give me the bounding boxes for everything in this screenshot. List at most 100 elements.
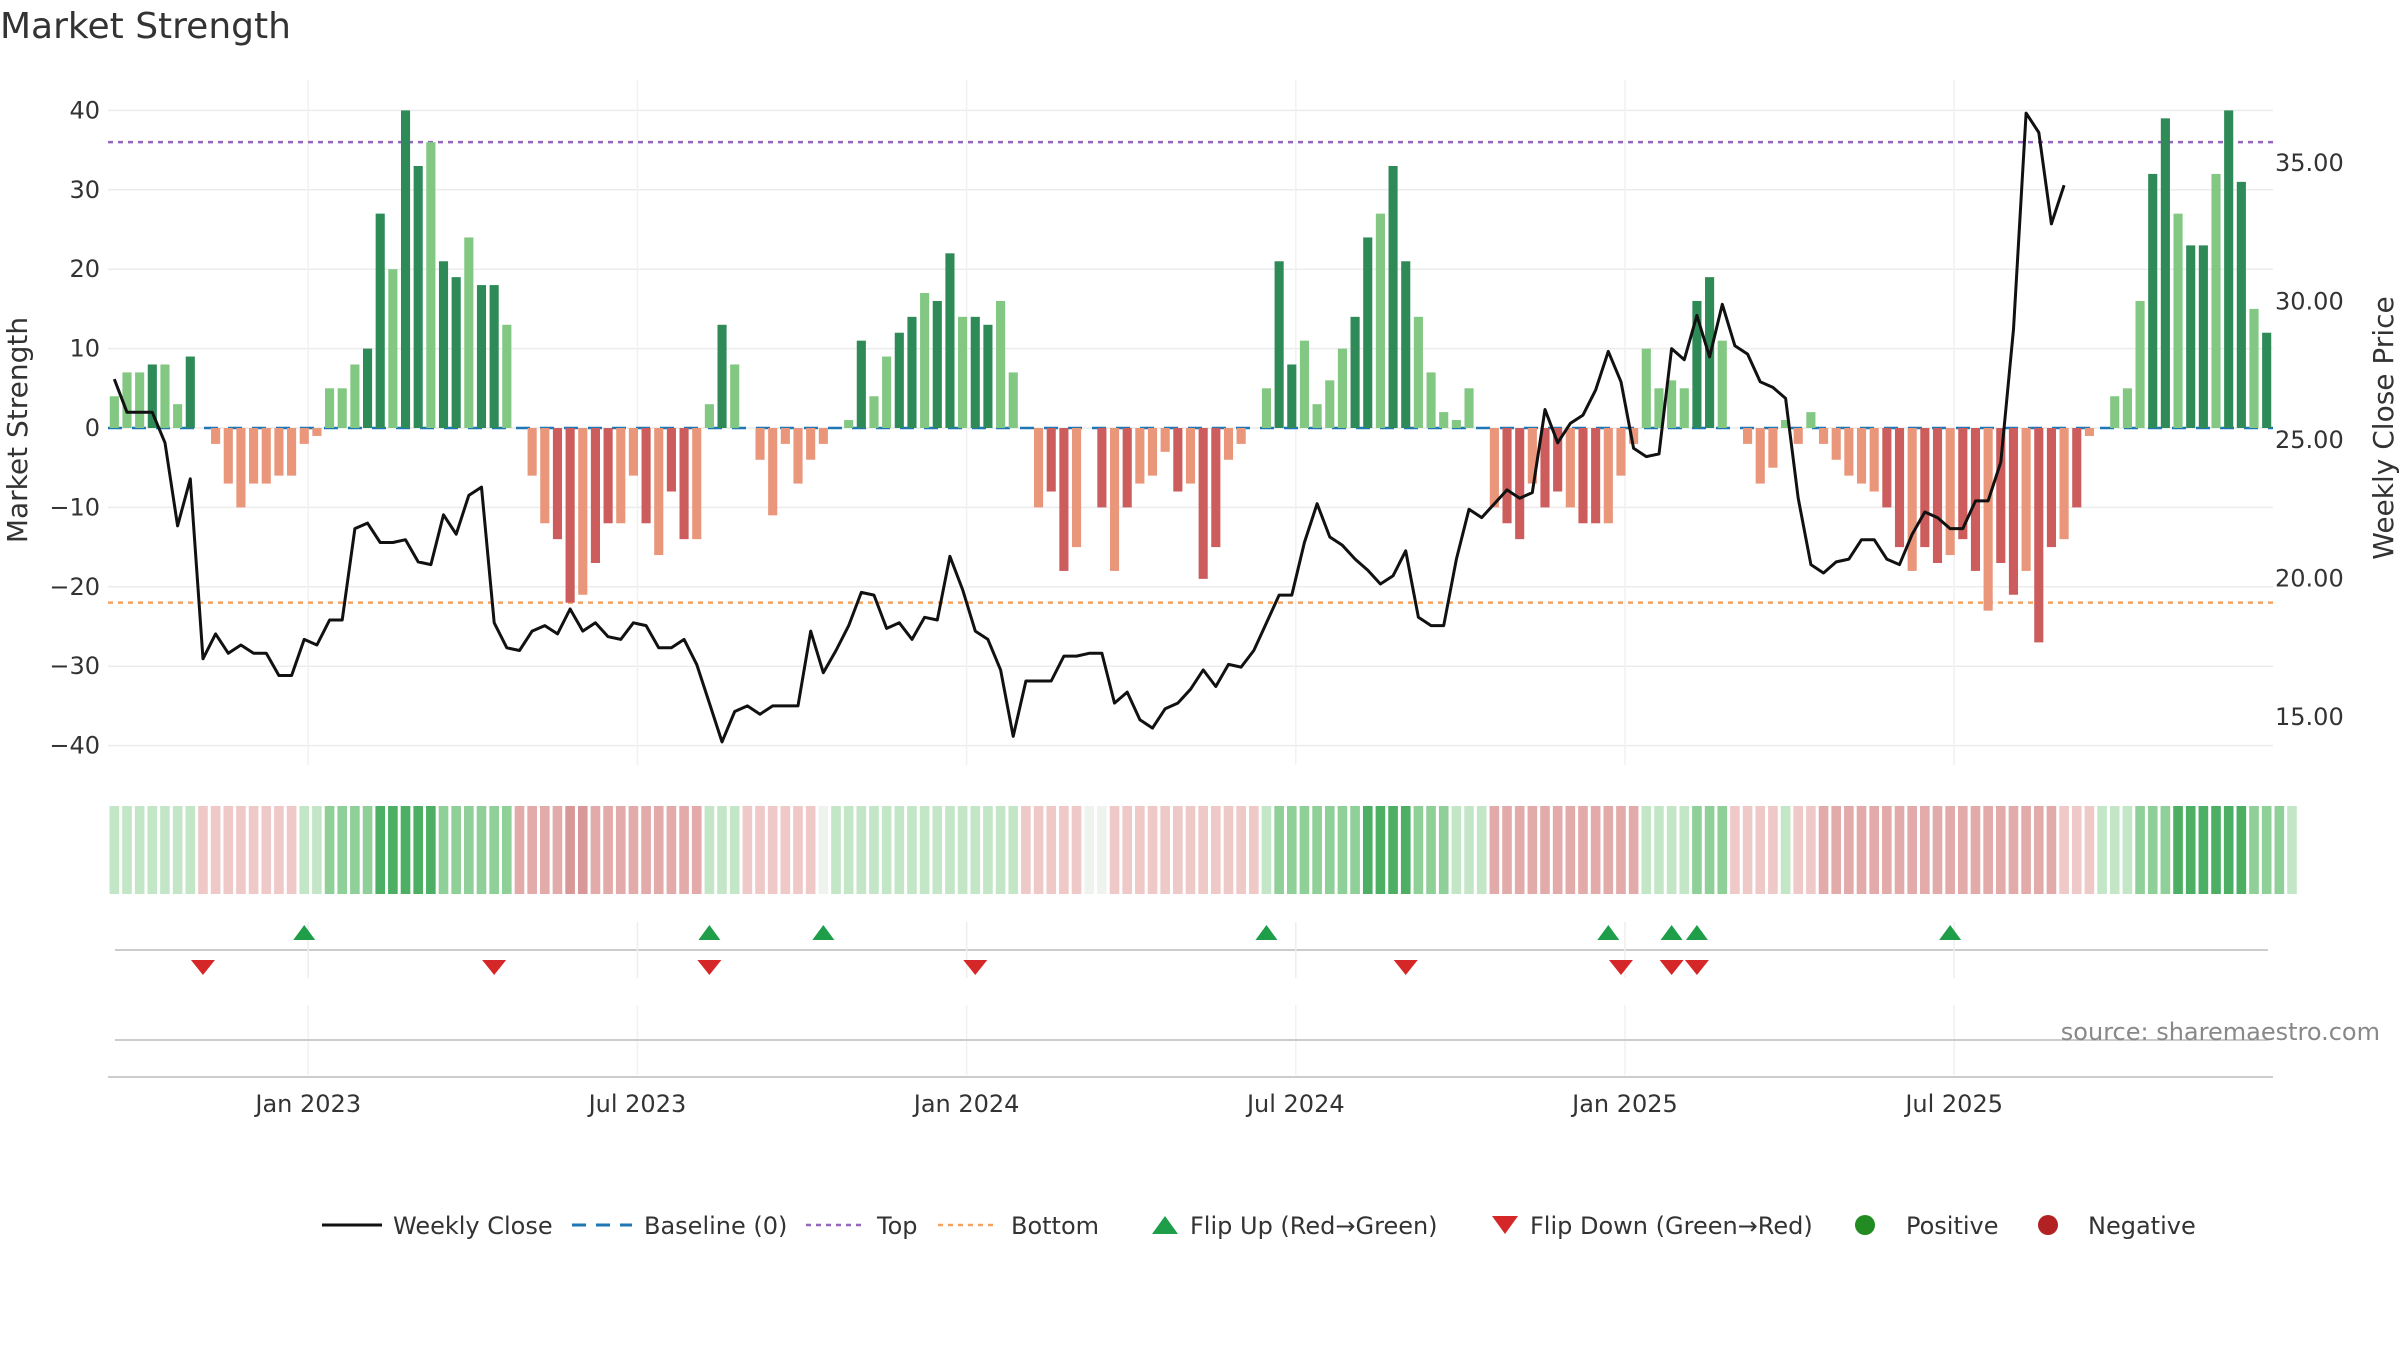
strength-bar: [679, 428, 689, 540]
regime-cell: [2249, 806, 2259, 894]
regime-cell: [1717, 806, 1728, 894]
regime-cell: [907, 806, 917, 894]
regime-cell: [1388, 806, 1398, 894]
y2-tick-label: 25.00: [2275, 426, 2344, 454]
regime-cell: [831, 806, 841, 894]
strength-bar: [2262, 332, 2272, 428]
flip-down-marker: [482, 960, 507, 975]
strength-bar: [362, 348, 373, 428]
regime-cell: [299, 806, 310, 894]
strength-bar: [666, 428, 676, 492]
strength-bar: [1945, 428, 1955, 556]
strength-bar: [983, 324, 993, 428]
strength-bar: [654, 428, 664, 556]
regime-cell: [464, 806, 474, 894]
regime-cell: [426, 806, 436, 894]
regime-cell: [894, 806, 905, 894]
flip-up-marker: [812, 925, 835, 940]
y-axis-ticks: 40 30 20 10 0 −10 −20 −30 −40: [49, 96, 100, 759]
regime-cell: [185, 806, 196, 894]
regime-cell: [1945, 806, 1955, 894]
strength-bar: [1223, 428, 1234, 460]
strength-bar: [2173, 213, 2183, 428]
y-tick-label: 40: [69, 96, 100, 124]
strength-bar: [2198, 245, 2208, 428]
regime-cell: [400, 806, 411, 894]
strength-bar: [1147, 428, 1158, 476]
strength-bar: [1856, 428, 1867, 484]
strength-bar: [400, 110, 411, 429]
flip-down-marker: [1608, 960, 1633, 975]
regime-cell: [995, 806, 1006, 894]
y2-tick-label: 35.00: [2275, 149, 2344, 177]
strength-bar: [160, 364, 170, 428]
regime-cell: [1464, 806, 1474, 894]
strength-bar: [1502, 428, 1512, 524]
regime-cell: [1628, 806, 1639, 894]
strength-bar: [1616, 428, 1626, 476]
regime-cell: [236, 806, 246, 894]
strength-bar: [1325, 380, 1335, 428]
regime-cell: [223, 806, 234, 894]
regime-cell: [1578, 806, 1588, 894]
strength-bar: [2034, 428, 2044, 643]
strength-bar: [1034, 428, 1044, 508]
strength-bar: [502, 324, 512, 428]
regime-cell: [1059, 806, 1069, 894]
strength-bar: [2135, 300, 2145, 428]
strength-bar: [438, 261, 449, 428]
strength-bar: [920, 293, 930, 428]
strength-bar: [1958, 428, 1968, 540]
regime-cell: [565, 806, 575, 894]
source-note: source: sharemaestro.com: [2061, 1018, 2380, 1046]
legend-swatch-flip-down: [1492, 1216, 1518, 1234]
flip-down-marker: [697, 960, 722, 975]
strength-bar: [1565, 428, 1575, 508]
strength-bar: [818, 428, 828, 444]
y2-tick-label: 15.00: [2275, 703, 2344, 731]
regime-cell: [324, 806, 335, 894]
regime-cell: [1400, 806, 1411, 894]
legend-label: Flip Up (Red→Green): [1190, 1212, 1438, 1240]
flip-up-marker: [1685, 925, 1708, 940]
regime-cell: [147, 806, 158, 894]
strength-bar: [1097, 428, 1107, 508]
flip-up-marker: [1939, 925, 1962, 940]
regime-cell: [1704, 806, 1715, 894]
regime-cell: [514, 806, 525, 894]
strength-bar: [1401, 261, 1411, 428]
regime-cell: [388, 806, 398, 894]
regime-cell: [1097, 806, 1107, 894]
strength-bar: [1692, 300, 1702, 428]
strength-bar: [2211, 173, 2221, 428]
regime-cell: [2147, 806, 2158, 894]
strength-bar: [1135, 428, 1145, 484]
strength-bar: [1173, 428, 1183, 492]
strength-bar: [1907, 428, 1917, 571]
regime-cell: [1438, 806, 1449, 894]
regime-cell: [666, 806, 677, 894]
strength-bar: [806, 428, 816, 460]
y-tick-label: −30: [49, 652, 100, 680]
regime-cell: [577, 806, 588, 894]
strength-bar: [1996, 428, 2006, 563]
regime-cell: [1033, 806, 1044, 894]
regime-cell: [476, 806, 487, 894]
legend-swatch-flip-up: [1152, 1216, 1178, 1234]
strength-bar: [1806, 412, 1816, 428]
strength-bar: [996, 300, 1006, 428]
strength-bar: [1363, 237, 1373, 428]
strength-bar: [1299, 340, 1310, 428]
strength-bar: [540, 428, 550, 524]
legend-label: Positive: [1906, 1212, 1999, 1240]
regime-cell: [1160, 806, 1170, 894]
regime-cell: [1957, 806, 1968, 894]
legend-label: Weekly Close: [393, 1212, 553, 1240]
regime-cell: [1223, 806, 1234, 894]
regime-cell: [1413, 806, 1424, 894]
strength-bar: [1755, 428, 1765, 484]
regime-cell: [1552, 806, 1563, 894]
strength-bar: [173, 404, 183, 428]
regime-cell: [1970, 806, 1981, 894]
strength-bar: [413, 165, 423, 429]
